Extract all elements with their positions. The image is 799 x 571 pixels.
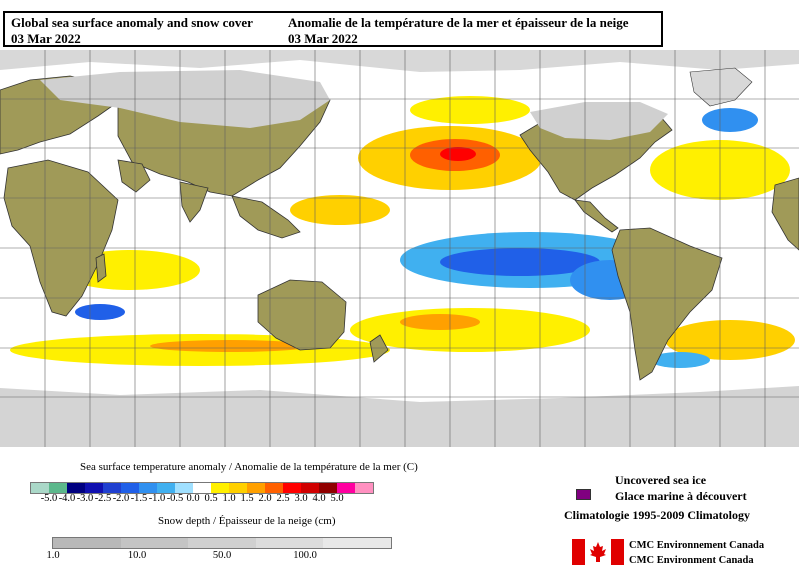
title-en-line1: Global sea surface anomaly and snow cove… (11, 15, 253, 30)
snow-tick-label: 100.0 (293, 550, 317, 561)
sst-tick-label: 2.5 (276, 493, 290, 504)
sst-swatch-4 (103, 483, 121, 493)
title-box: Global sea surface anomaly and snow cove… (3, 11, 663, 47)
sst-cool-north-atlantic (702, 108, 758, 132)
sst-tick-label: -1.0 (148, 493, 166, 504)
sst-tick-label: -2.5 (94, 493, 112, 504)
snow-swatch-0 (53, 538, 121, 548)
sst-swatch-17 (337, 483, 355, 493)
sst-swatch-11 (229, 483, 247, 493)
sst-tick-label: 0.5 (204, 493, 218, 504)
sst-swatch-1 (49, 483, 67, 493)
snow-cover-north-america (530, 102, 668, 140)
sst-color-bar (30, 482, 374, 494)
sst-warm-south-pacific (350, 308, 590, 352)
snow-legend-title: Snow depth / Épaisseur de la neige (cm) (158, 515, 336, 527)
sst-swatch-2 (67, 483, 85, 493)
snow-swatch-2 (188, 538, 256, 548)
sea-ice-swatch (576, 489, 591, 500)
sst-cold-equatorial-pacific (440, 248, 600, 276)
land-madagascar (95, 253, 107, 283)
snow-swatch-4 (323, 538, 391, 548)
land-new-zealand (369, 334, 389, 363)
antarctic-snow-band (0, 386, 799, 447)
sst-swatch-13 (265, 483, 283, 493)
sst-tick-label: -3.0 (76, 493, 94, 504)
sst-tick-label: 1.0 (222, 493, 236, 504)
sst-tick-label: 1.5 (240, 493, 254, 504)
land-central-america (574, 199, 619, 233)
title-fr-line1: Anomalie de la température de la mer et … (288, 15, 629, 30)
sst-cool-indian-ocean (75, 304, 125, 320)
sst-tick-label: -5.0 (40, 493, 58, 504)
sst-legend-title: Sea surface temperature anomaly / Anomal… (80, 461, 418, 473)
sst-warm-far-north-pacific (410, 96, 530, 124)
sst-swatch-8 (175, 483, 193, 493)
sea-ice-label-en: Uncovered sea ice (615, 473, 707, 487)
arctic-snow-band (0, 50, 799, 72)
sea-ice-label-fr: Glace marine à découvert (615, 489, 747, 503)
sst-swatch-6 (139, 483, 157, 493)
sst-warm-west-pacific (290, 195, 390, 225)
sst-swatch-7 (157, 483, 175, 493)
sst-swatch-12 (247, 483, 265, 493)
sst-swatch-16 (319, 483, 337, 493)
snow-tick-label: 1.0 (46, 550, 60, 561)
sst-swatch-10 (211, 483, 229, 493)
climatology-label: Climatologie 1995-2009 Climatology (564, 508, 750, 522)
land-africa (3, 159, 119, 317)
sst-tick-label: 3.0 (294, 493, 308, 504)
snow-tick-label: 50.0 (212, 550, 232, 561)
canada-flag-icon (572, 539, 624, 565)
title-fr-line2: 03 Mar 2022 (288, 31, 358, 46)
sst-swatch-0 (31, 483, 49, 493)
sst-swatch-3 (85, 483, 103, 493)
organization-line2: CMC Environment Canada (629, 555, 754, 566)
sst-swatch-15 (301, 483, 319, 493)
world-map (0, 50, 799, 447)
sst-swatch-14 (283, 483, 301, 493)
sst-tick-label: -2.0 (112, 493, 130, 504)
sst-tick-label: -4.0 (58, 493, 76, 504)
sst-hot-north-pacific-core (440, 147, 476, 161)
sst-swatch-5 (121, 483, 139, 493)
sst-tick-label: -1.5 (130, 493, 148, 504)
map-svg (0, 50, 799, 447)
sst-warm-south-atlantic (665, 320, 795, 360)
sst-tick-label: 5.0 (330, 493, 344, 504)
land-greenland (689, 67, 753, 107)
legend-area: Sea surface temperature anomaly / Anomal… (0, 447, 799, 571)
sst-tick-label: 2.0 (258, 493, 272, 504)
snow-swatch-3 (255, 538, 324, 548)
snow-swatch-1 (120, 538, 189, 548)
land-australia (257, 279, 347, 351)
organization-line1: CMC Environnement Canada (629, 540, 765, 551)
sst-tick-label: 4.0 (312, 493, 326, 504)
land-india (179, 181, 209, 223)
sst-swatch-9 (193, 483, 211, 493)
land-southeast-asia (231, 195, 301, 239)
map-grid (0, 50, 799, 447)
land-arabia (117, 159, 151, 193)
sst-tick-label: 0.0 (186, 493, 200, 504)
sst-swatch-18 (355, 483, 373, 493)
title-en-line2: 03 Mar 2022 (11, 31, 81, 46)
snow-tick-label: 10.0 (127, 550, 147, 561)
sst-tick-label: -0.5 (166, 493, 184, 504)
sst-warm-south-pacific-2 (400, 314, 480, 330)
snow-gray-bar (52, 537, 392, 549)
sst-cool-southeast-pacific (650, 352, 710, 368)
land-africa-west (771, 177, 799, 251)
